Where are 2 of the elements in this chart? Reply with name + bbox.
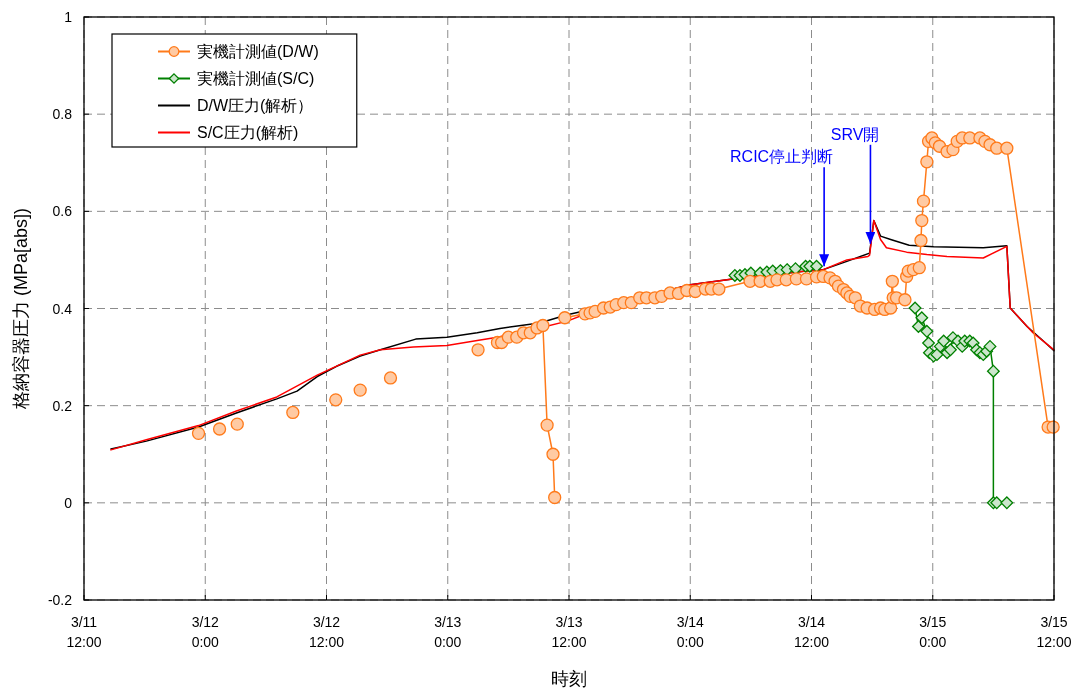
annotation: RCIC停止判断 — [730, 148, 834, 166]
annotation: SRV開 — [830, 125, 880, 143]
